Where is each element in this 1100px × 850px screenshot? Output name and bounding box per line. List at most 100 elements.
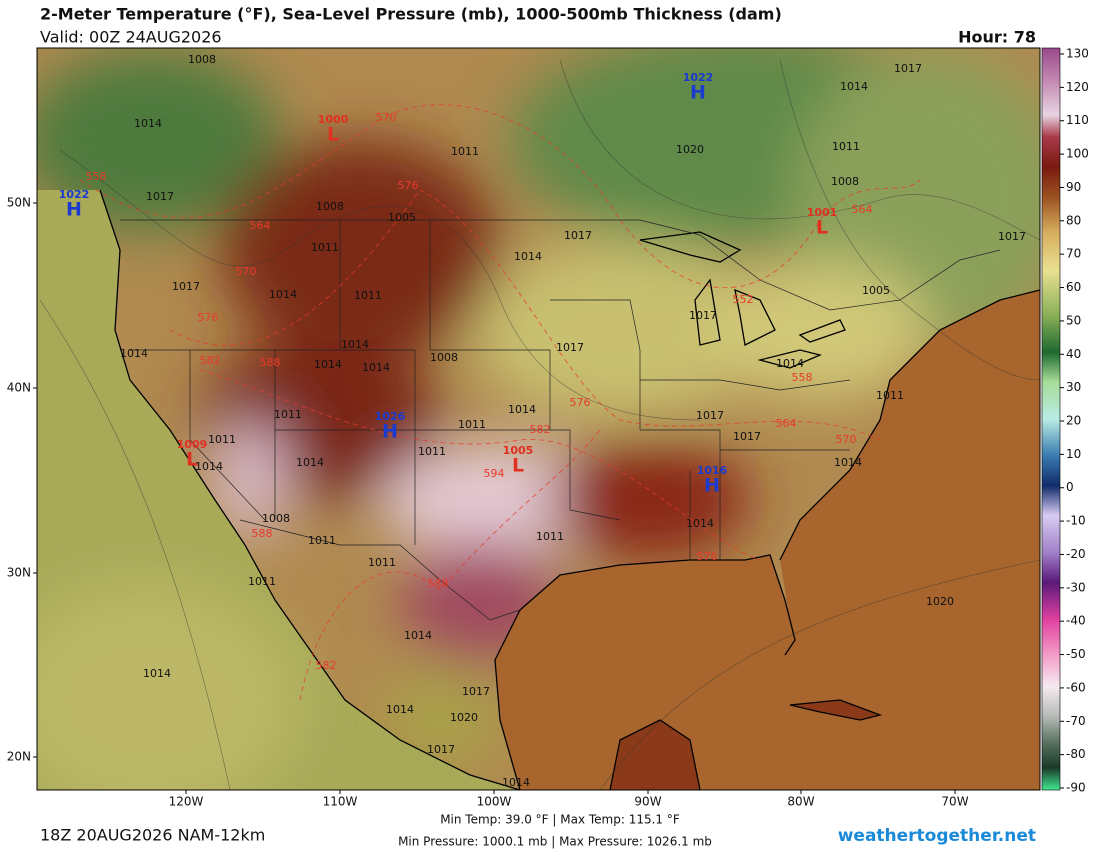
isobar-label: 1014 <box>341 338 369 351</box>
cuba <box>790 700 880 720</box>
center-letter: L <box>327 124 339 146</box>
isobar-label: 1005 <box>862 284 890 297</box>
isobar-label: 1008 <box>316 200 344 213</box>
pressure-range: Min Pressure: 1000.1 mb | Max Pressure: … <box>398 835 712 849</box>
colorbar-label: 110 <box>1066 113 1089 127</box>
colorbar-label: 80 <box>1066 213 1081 227</box>
isobar-label: 1011 <box>876 389 904 402</box>
thickness-label: 564 <box>852 203 873 216</box>
isobar-label: 1005 <box>388 211 416 224</box>
isobar-label: 1011 <box>418 445 446 458</box>
center-value: 1005 <box>503 444 534 457</box>
lon-label: 100W <box>477 795 512 809</box>
thickness-label: 582 <box>316 659 337 672</box>
thickness-label: 558 <box>86 170 107 183</box>
isobar-label: 1008 <box>430 351 458 364</box>
colorbar-label: 20 <box>1066 414 1081 428</box>
axis-labels: 1301201101009080706050403020100-10-20-30… <box>7 47 1089 809</box>
title: 2-Meter Temperature (°F), Sea-Level Pres… <box>40 5 782 24</box>
colorbar-label: -30 <box>1066 580 1086 594</box>
forecast-hour: Hour: 78 <box>958 28 1036 47</box>
colorbar-label: 50 <box>1066 313 1081 327</box>
thickness-label: 594 <box>484 467 505 480</box>
center-letter: L <box>512 455 524 477</box>
center-value: 1026 <box>375 410 406 423</box>
thickness-label: 576 <box>570 396 591 409</box>
isobar-label: 1020 <box>676 143 704 156</box>
center-value: 1009 <box>177 438 208 451</box>
lon-label: 90W <box>634 795 661 809</box>
thickness-label: 570 <box>836 433 857 446</box>
colorbar-label: -60 <box>1066 680 1086 694</box>
isobar-label: 1017 <box>998 230 1026 243</box>
colorbar-label: -70 <box>1066 714 1086 728</box>
isobar-label: 1014 <box>195 460 223 473</box>
lat-label: 30N <box>7 566 31 580</box>
isobar-label: 1014 <box>143 667 171 680</box>
center-value: 1022 <box>59 188 90 201</box>
isobar-label: 1017 <box>689 309 717 322</box>
isobar-label: 1020 <box>926 595 954 608</box>
center-value: 1022 <box>683 71 714 84</box>
isobar-label: 1017 <box>733 430 761 443</box>
isobar-label: 1008 <box>262 512 290 525</box>
center-letter: H <box>66 199 82 221</box>
center-letter: L <box>186 449 198 471</box>
isobar-label: 1014 <box>508 403 536 416</box>
colorbar-label: -50 <box>1066 647 1086 661</box>
center-letter: H <box>690 82 706 104</box>
yucatan <box>610 720 700 790</box>
colorbar-label: 30 <box>1066 380 1081 394</box>
thickness-lines <box>79 104 921 701</box>
isobar-label: 1014 <box>362 361 390 374</box>
isobar-label: 1014 <box>686 517 714 530</box>
gulf-atlantic <box>495 290 1040 790</box>
thickness-label: 588 <box>428 577 449 590</box>
site-credit: weathertogether.net <box>838 826 1036 846</box>
isobar-label: 1011 <box>536 530 564 543</box>
colorbar-label: -20 <box>1066 547 1086 561</box>
isobar-label: 1017 <box>462 685 490 698</box>
isobars <box>39 59 1040 790</box>
thickness-label: 588 <box>252 527 273 540</box>
isobar-label: 1011 <box>368 556 396 569</box>
lon-label: 110W <box>323 795 358 809</box>
isobar-label: 1011 <box>451 145 479 158</box>
isobar-label: 1014 <box>404 629 432 642</box>
colorbar-label: 10 <box>1066 447 1081 461</box>
colorbar-label: 60 <box>1066 280 1081 294</box>
thickness-label: 582 <box>530 423 551 436</box>
center-value: 1001 <box>807 206 838 219</box>
thickness-label: 576 <box>697 550 718 563</box>
isobar-label: 1011 <box>354 289 382 302</box>
isobar-label: 1008 <box>188 53 216 66</box>
thickness-label: 576 <box>198 311 219 324</box>
colorbar-label: -10 <box>1066 514 1086 528</box>
lon-label: 120W <box>169 795 204 809</box>
thickness-label: 588 <box>260 356 281 369</box>
colorbar-label: 90 <box>1066 180 1081 194</box>
thickness-label: 576 <box>398 179 419 192</box>
model-run: 18Z 20AUG2026 NAM-12km <box>40 826 265 845</box>
isobar-label: 1014 <box>834 456 862 469</box>
isobar-label: 1014 <box>840 80 868 93</box>
map-frame <box>36 47 1041 791</box>
isobar-label: 1017 <box>172 280 200 293</box>
lon-label: 80W <box>787 795 814 809</box>
isobar-label: 1017 <box>146 190 174 203</box>
center-value: 1000 <box>318 113 349 126</box>
thickness-label: 564 <box>250 219 271 232</box>
colorbar-label: 70 <box>1066 247 1081 261</box>
center-value: 1016 <box>697 464 728 477</box>
thickness-label: 564 <box>776 417 797 430</box>
coastlines <box>99 189 1040 790</box>
colorbar-label: 0 <box>1066 480 1074 494</box>
isobar-label: 1011 <box>248 575 276 588</box>
colorbar-label: -40 <box>1066 614 1086 628</box>
isobar-label: 1008 <box>831 175 859 188</box>
thickness-label: 570 <box>236 265 257 278</box>
valid-time: Valid: 00Z 24AUG2026 <box>40 28 222 47</box>
thickness-label: 582 <box>200 354 221 367</box>
